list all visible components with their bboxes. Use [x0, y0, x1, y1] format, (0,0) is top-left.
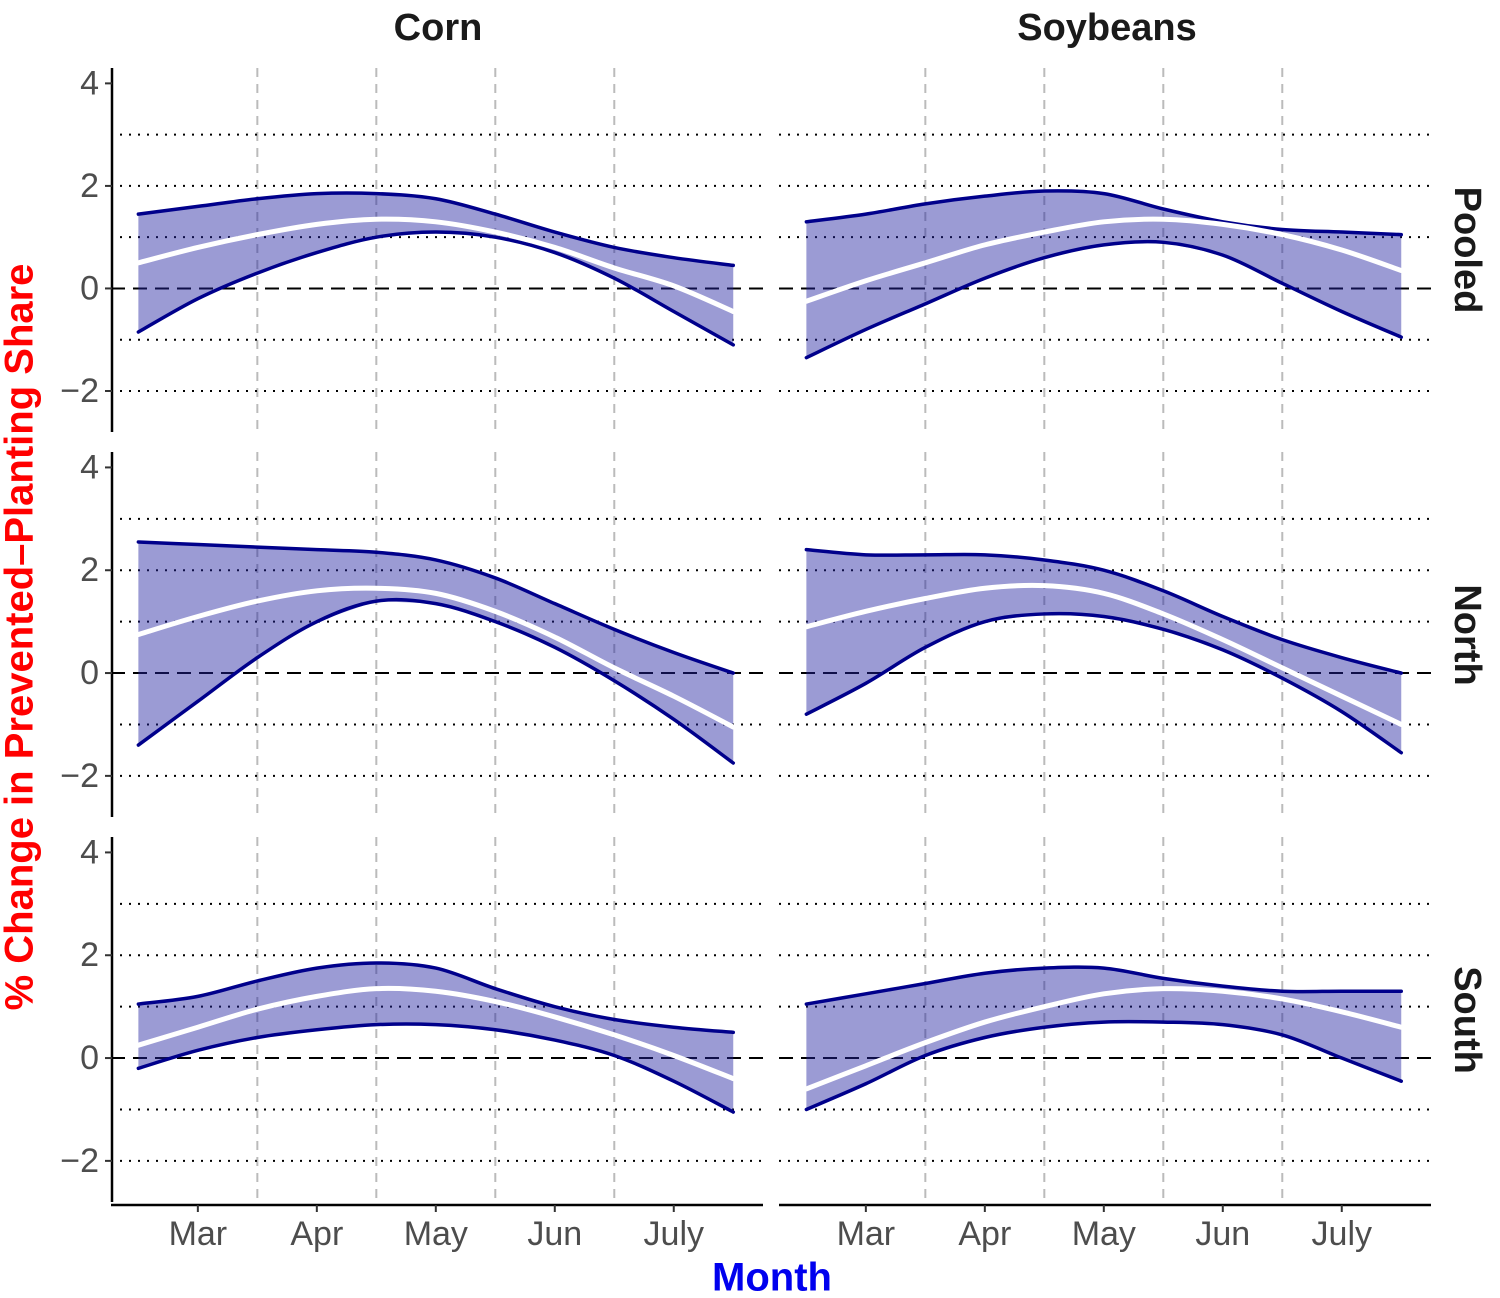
bound-line	[804, 1019, 1404, 1112]
band-area	[138, 962, 734, 1113]
mean-line	[135, 985, 736, 1082]
row-title: Pooled	[1446, 187, 1488, 314]
mean-line	[803, 216, 1404, 304]
band-area	[806, 549, 1402, 753]
y-tick-label: −2	[60, 757, 99, 795]
column-title: Soybeans	[1017, 7, 1197, 49]
x-tick-label: Mar	[837, 1215, 896, 1253]
column-title: Corn	[394, 7, 483, 49]
x-tick-label: Jun	[527, 1215, 582, 1253]
y-tick-label: 4	[80, 64, 99, 102]
y-tick-label: 4	[80, 833, 99, 871]
y-tick-label: 0	[80, 1039, 99, 1077]
x-tick-label: Apr	[958, 1215, 1011, 1253]
y-tick-label: 2	[80, 936, 99, 974]
x-tick-label: Jun	[1195, 1215, 1250, 1253]
bound-line	[136, 191, 736, 268]
band-area	[806, 968, 1402, 1110]
bound-line	[804, 965, 1404, 1006]
mean-line	[135, 585, 736, 730]
bound-line	[136, 1022, 736, 1114]
y-tick-label: 2	[80, 551, 99, 589]
bound-line	[804, 547, 1404, 675]
y-tick-label: −2	[60, 1142, 99, 1180]
mean-line	[803, 582, 1404, 727]
y-axis-title: % Change in Prevented–Planting Share	[0, 264, 42, 1011]
y-tick-label: 4	[80, 448, 99, 486]
bound-line	[136, 230, 736, 347]
mean-line	[135, 216, 736, 315]
y-tick-label: 0	[80, 654, 99, 692]
x-tick-label: May	[404, 1215, 468, 1253]
x-tick-label: Apr	[290, 1215, 343, 1253]
x-tick-label: May	[1072, 1215, 1136, 1253]
bound-line	[804, 611, 1404, 755]
x-tick-label: Mar	[169, 1215, 228, 1253]
row-title: South	[1446, 966, 1488, 1074]
bound-line	[804, 189, 1404, 237]
bound-line	[136, 961, 736, 1035]
bound-line	[136, 540, 736, 675]
band-area	[138, 193, 734, 345]
mean-line	[803, 986, 1404, 1092]
y-tick-label: −2	[60, 372, 99, 410]
x-tick-label: July	[644, 1215, 704, 1253]
row-title: North	[1446, 584, 1488, 685]
bound-line	[804, 239, 1404, 360]
x-axis-title: Month	[712, 1256, 832, 1298]
y-tick-label: 2	[80, 167, 99, 205]
bound-line	[136, 597, 736, 765]
x-tick-label: July	[1312, 1215, 1372, 1253]
y-tick-label: 0	[80, 269, 99, 307]
band-area	[806, 191, 1402, 358]
band-area	[138, 541, 734, 764]
